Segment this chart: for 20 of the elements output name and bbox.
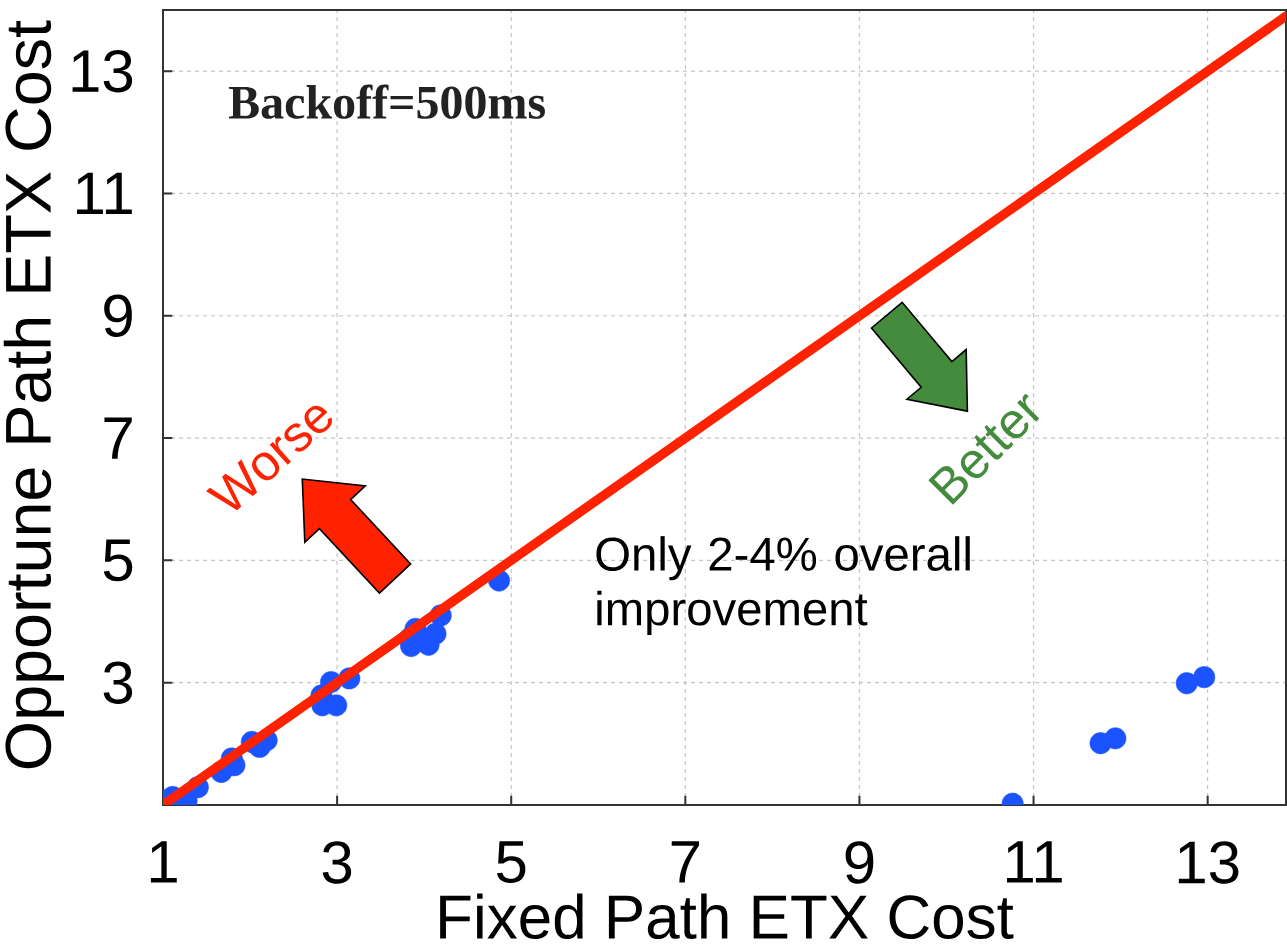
point bbox=[1104, 727, 1127, 750]
x-tick-label: 1 bbox=[150, 841, 177, 883]
point bbox=[1193, 666, 1216, 689]
x-tick-label: 3 bbox=[322, 841, 352, 884]
point bbox=[1175, 672, 1198, 695]
x-tick-label: 13 bbox=[1178, 841, 1239, 884]
x-tick-label: 11 bbox=[1006, 841, 1062, 883]
x-tick-label: 9 bbox=[845, 841, 874, 884]
y-tick-label: 9 bbox=[104, 294, 132, 337]
y-tick-label: 5 bbox=[103, 539, 133, 582]
annotation: Only 2-4% overall improvement bbox=[596, 536, 970, 635]
y-axis-title: Opportune Path ETX Cost bbox=[3, 20, 64, 769]
y-tick-label: 13 bbox=[72, 49, 133, 93]
x-tick-label: 5 bbox=[496, 841, 526, 884]
x-axis-title: Fixed Path ETX Cost bbox=[440, 893, 1014, 940]
x-tick-label: 7 bbox=[671, 841, 699, 883]
y-tick-label: 3 bbox=[103, 661, 133, 704]
annotation: Backoff=500ms bbox=[228, 84, 545, 119]
y-tick-label: 11 bbox=[77, 172, 132, 215]
y-tick-label: 7 bbox=[104, 417, 132, 459]
